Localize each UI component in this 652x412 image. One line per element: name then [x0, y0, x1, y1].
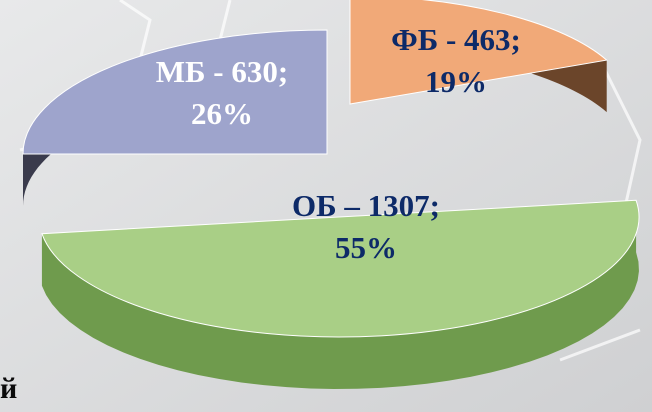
slice-percent-2: 19% [425, 64, 487, 99]
pie-labels: МБ - 630; 26% ФБ - 463; 19% ОБ – 1307; 55% [156, 22, 521, 265]
pie-slice-0 [41, 199, 640, 338]
background-map-outline [19, 0, 642, 362]
slice-percent-1: 26% [191, 96, 253, 131]
pie-slice-2 [349, 0, 608, 105]
pie-slice-side-0 [41, 200, 639, 389]
slice-label-2: ФБ - 463; [391, 22, 521, 57]
pie-slice-1 [22, 29, 328, 155]
slice-label-1: МБ - 630; [156, 54, 288, 89]
slice-label-0: ОБ – 1307; [292, 188, 440, 223]
partial-text: й [0, 372, 18, 405]
slice-percent-0: 55% [335, 230, 397, 265]
pie-slices [22, 0, 640, 389]
